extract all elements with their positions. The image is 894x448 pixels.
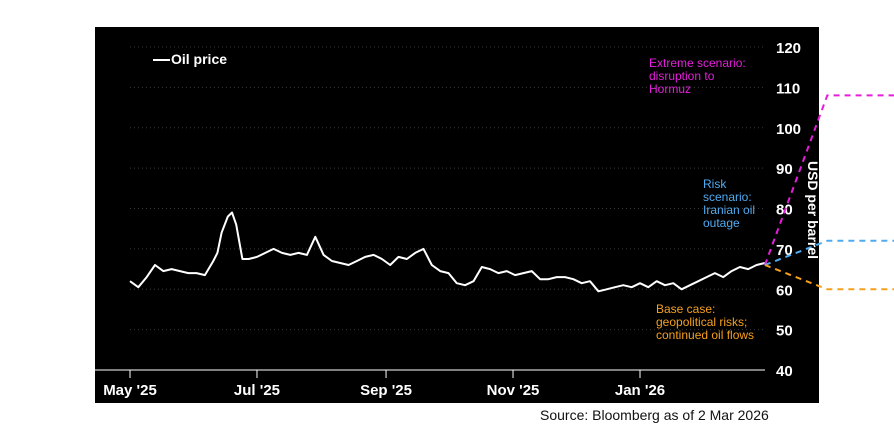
annotation-risk-line: Risk	[703, 177, 727, 191]
y-axis-title: USD per barrel	[805, 161, 821, 259]
annotation-extreme-line: disruption to	[649, 69, 715, 83]
x-tick-label: Nov '25	[487, 382, 540, 399]
annotation-risk-line: outage	[703, 216, 740, 230]
series-line-extreme-scenario	[763, 94, 894, 266]
annotation-base-line: geopolitical risks;	[656, 315, 747, 329]
source-note: Source: Bloomberg as of 2 Mar 2026	[540, 407, 769, 423]
y-tick-label: 50	[776, 323, 793, 340]
annotation-risk-line: scenario:	[703, 190, 752, 204]
series-lines	[129, 94, 894, 293]
annotation-risk-line: Iranian oil	[703, 203, 755, 217]
y-tick-label: 70	[776, 242, 793, 259]
chart-background	[95, 27, 819, 403]
y-tick-label: 90	[776, 161, 793, 178]
x-tick-label: Sep '25	[360, 382, 412, 399]
y-tick-label: 110	[776, 80, 800, 97]
y-tick-label: 60	[776, 282, 793, 299]
legend-label-oil: Oil price	[171, 51, 227, 67]
y-tick-label: 40	[776, 363, 793, 380]
x-axis: May '25 Jul '25 Sep '25 Nov '25 Jan '26	[95, 369, 765, 399]
series-line-oil-price	[129, 211, 766, 293]
annotation-extreme-line: Extreme scenario:	[649, 56, 746, 70]
annotation-base-line: continued oil flows	[656, 328, 754, 342]
series-line-risk-scenario	[764, 239, 894, 266]
annotation-base-line: Base case:	[656, 302, 715, 316]
legend: Oil price	[153, 51, 227, 67]
series-line-base-case	[764, 264, 894, 291]
x-tick-label: Jul '25	[234, 382, 280, 399]
x-tick-label: Jan '26	[615, 382, 665, 399]
annotation-extreme-line: Hormuz	[649, 82, 691, 96]
y-tick-label: 100	[776, 121, 801, 138]
y-tick-label: 120	[776, 40, 801, 57]
x-tick-label: May '25	[103, 382, 157, 399]
